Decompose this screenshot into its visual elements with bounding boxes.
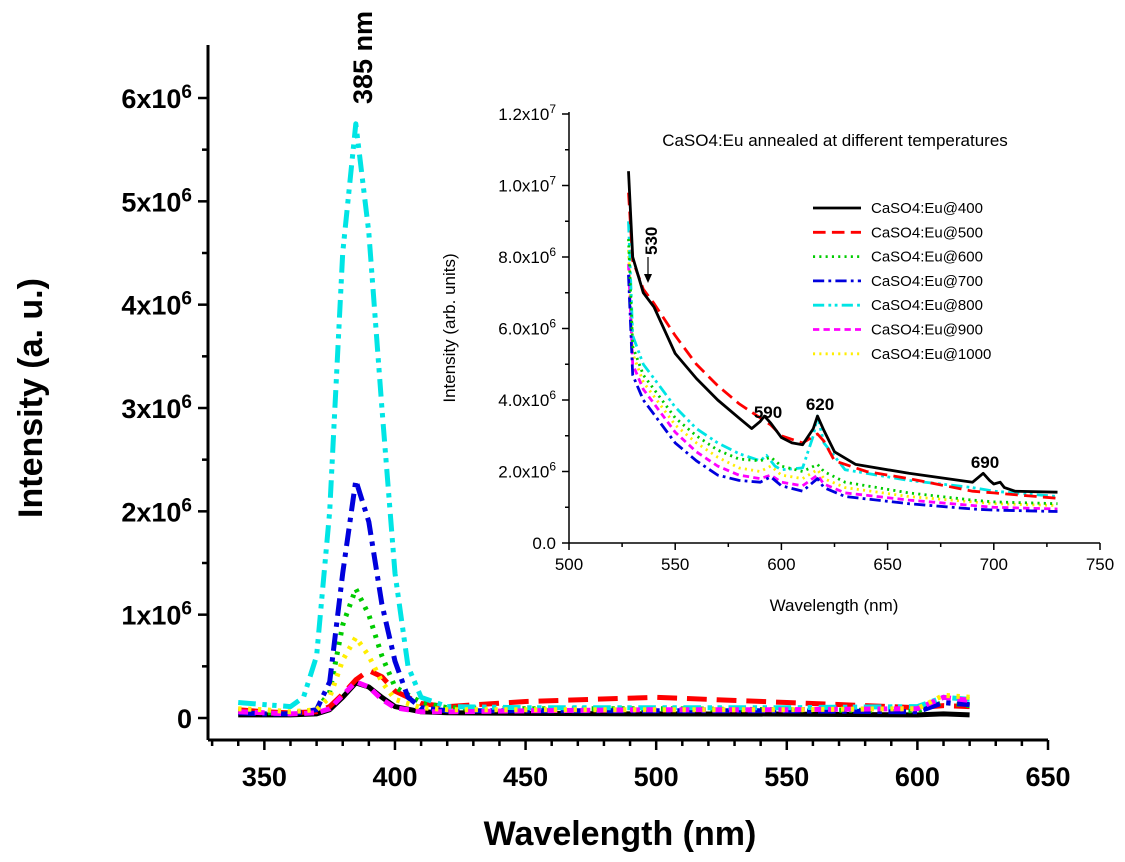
- inset-y-tick-label: 1.2x107: [498, 102, 556, 124]
- inset-x-tick-label: 500: [555, 555, 583, 574]
- inset-series-line-3: [627, 274, 1058, 513]
- inset-series-group: [627, 171, 1058, 513]
- main-x-tick-label: 650: [1025, 762, 1070, 792]
- legend-label-2: CaSO4:Eu@600: [871, 249, 983, 266]
- main-x-tick-label: 350: [242, 762, 287, 792]
- inset-title: CaSO4:Eu annealed at different temperatu…: [662, 131, 1008, 150]
- legend-label-0: CaSO4:Eu@400: [871, 200, 983, 217]
- main-y-tick-label: 4x106: [121, 288, 192, 321]
- inset-y-tick-label: 4.0x106: [498, 388, 556, 410]
- inset-x-tick-label: 750: [1086, 555, 1114, 574]
- inset-annotation-530: 530: [642, 227, 661, 255]
- main-x-tick-label: 400: [372, 762, 417, 792]
- inset-x-tick-label: 700: [980, 555, 1008, 574]
- main-x-tick-label: 450: [503, 762, 548, 792]
- main-x-tick-label: 500: [634, 762, 679, 792]
- inset-axes: 500 550 600 650 700 750 0.0 2.0x106 4.0x106 6.0x1…: [498, 102, 1114, 574]
- inset-annotation-620: 620: [806, 395, 834, 414]
- inset-series-line-6: [627, 249, 1058, 507]
- inset-y-tick-label: 8.0x106: [498, 245, 556, 267]
- main-y-tick-label: 2x106: [121, 495, 192, 528]
- main-x-tick-label: 550: [764, 762, 809, 792]
- main-chart: 350 400 450 500 550 600 650 0 1x106 2x106 3x106 4x1…: [12, 11, 1071, 853]
- inset-y-tick-label: 6.0x106: [498, 317, 556, 339]
- inset-y-axis-title: Intensity (arb. units): [440, 253, 459, 402]
- inset-annotations: 530 590 620 690: [642, 227, 999, 472]
- peak-annotation-385: 385 nm: [348, 11, 378, 104]
- inset-x-tick-label: 600: [767, 555, 795, 574]
- inset-x-tick-label: 650: [873, 555, 901, 574]
- main-y-axis-title: Intensity (a. u.): [12, 278, 50, 518]
- inset-series-line-5: [627, 264, 1058, 511]
- inset-x-tick-label: 550: [661, 555, 689, 574]
- main-y-tick-label: 3x106: [121, 392, 192, 425]
- inset-annotation-690: 690: [971, 453, 999, 472]
- main-y-tick-label: 5x106: [121, 185, 192, 218]
- main-series-group: [238, 121, 970, 718]
- inset-legend: CaSO4:Eu@400 CaSO4:Eu@500 CaSO4:Eu@600 CaSO…: [813, 200, 991, 363]
- arrow-530-head: [644, 274, 652, 283]
- inset-series-line-0: [627, 171, 1058, 494]
- main-axes: 350 400 450 500 550 600 650 0 1x106 2x106 3x106 4x1…: [121, 45, 1071, 792]
- inset-y-tick-label: 1.0x107: [498, 174, 556, 196]
- legend-label-4: CaSO4:Eu@800: [871, 297, 983, 314]
- inset-annotation-590: 590: [754, 403, 782, 422]
- inset-x-axis-title: Wavelength (nm): [770, 596, 899, 615]
- inset-y-tick-label: 2.0x106: [498, 460, 556, 482]
- inset-series-line-4: [627, 221, 1058, 498]
- inset-background: [470, 80, 1120, 625]
- main-y-tick-label: 6x106: [121, 82, 192, 115]
- main-x-axis-title: Wavelength (nm): [484, 815, 757, 853]
- legend-label-6: CaSO4:Eu@1000: [871, 346, 991, 363]
- main-y-tick-label: 0: [177, 704, 192, 734]
- inset-y-tick-label: 0.0: [532, 534, 556, 553]
- legend-label-1: CaSO4:Eu@500: [871, 224, 983, 241]
- main-x-tick-label: 600: [895, 762, 940, 792]
- main-y-tick-label: 1x106: [121, 598, 192, 631]
- inset-chart: 500 550 600 650 700 750 0.0 2.0x106 4.0x106 6.0x1…: [440, 80, 1120, 625]
- legend-label-3: CaSO4:Eu@700: [871, 273, 983, 290]
- legend-label-5: CaSO4:Eu@900: [871, 322, 983, 339]
- main-series-line-5: [238, 679, 970, 717]
